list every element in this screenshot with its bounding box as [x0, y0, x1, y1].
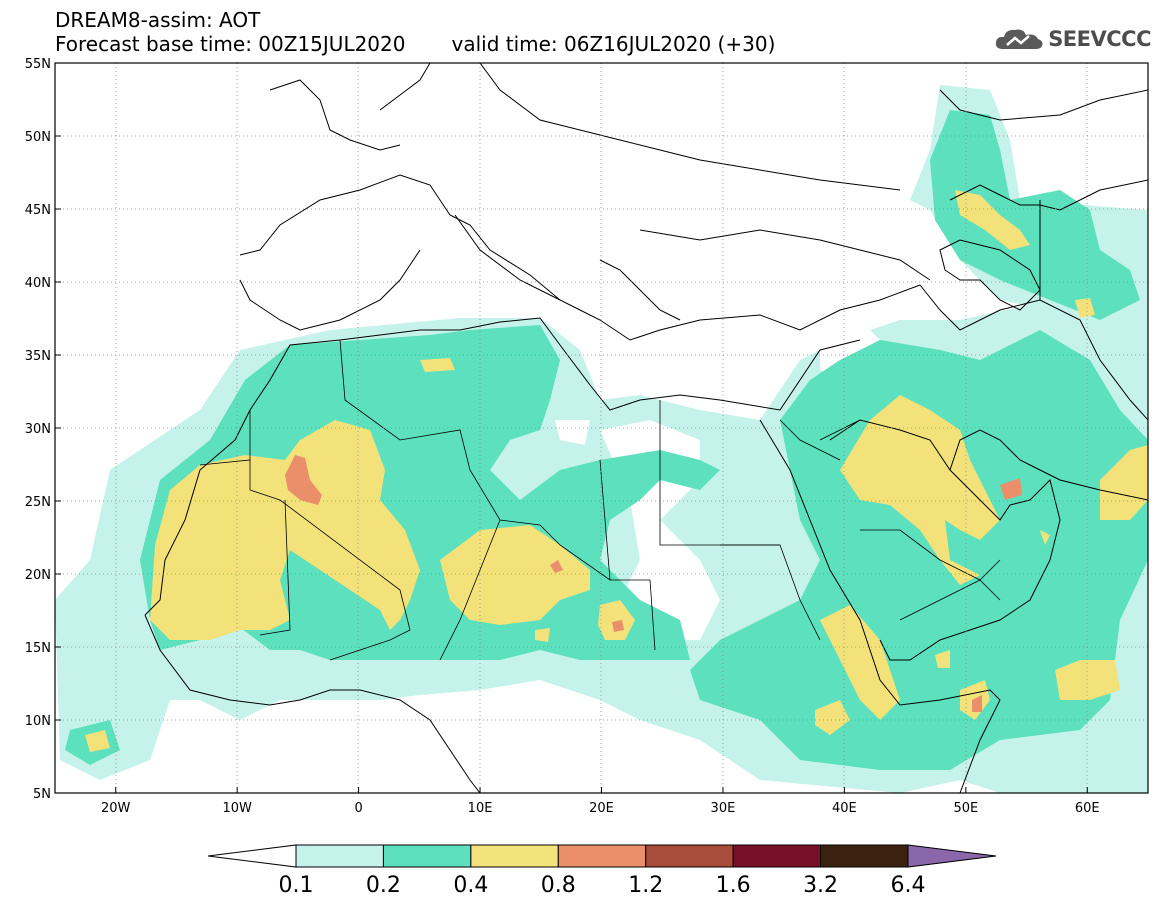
coastlines — [144, 63, 1148, 793]
colorbar-label: 0.8 — [541, 873, 576, 898]
lon-tick-label: 20E — [589, 801, 614, 816]
lat-tick-label: 5N — [33, 787, 51, 802]
colorbar-swatch — [645, 844, 734, 868]
lat-tick-label: 20N — [25, 568, 51, 583]
colorbar-swatch — [557, 844, 647, 868]
forecast-times: Forecast base time: 00Z15JUL2020 valid ti… — [55, 33, 775, 55]
colorbar-label: 1.6 — [716, 873, 751, 898]
base-time: Forecast base time: 00Z15JUL2020 — [55, 32, 406, 56]
colorbar-swatch — [382, 844, 472, 868]
lat-tick-label: 25N — [25, 495, 51, 510]
colorbar-swatch — [820, 844, 909, 868]
aot-level-0.2 — [65, 110, 1148, 770]
country-borders — [199, 339, 1001, 661]
gridlines — [55, 63, 1148, 793]
lat-tick-label: 35N — [25, 349, 51, 364]
colorbar-label: 0.1 — [279, 873, 314, 898]
map-title: DREAM8-assim: AOT — [55, 8, 261, 32]
lat-tick-label: 45N — [25, 203, 51, 218]
lon-tick-label: 60E — [1075, 801, 1100, 816]
lon-tick-label: 30E — [711, 801, 736, 816]
colorbar: 0.1 0.2 0.4 0.8 1.2 1.6 3.2 6.4 — [207, 844, 997, 898]
valid-time: valid time: 06Z16JUL2020 (+30) — [451, 32, 776, 56]
logo: SEEVCCC — [993, 25, 1151, 53]
colorbar-swatch — [732, 844, 822, 868]
lat-tick-label: 10N — [25, 714, 51, 729]
lon-tick-label: 10E — [468, 801, 493, 816]
colorbar-under-arrow — [207, 844, 297, 868]
lon-tick-label: 40E — [832, 801, 857, 816]
longitude-axis: 20W 10W 0 10E 20E 30E 40E 50E 60E — [101, 787, 1100, 816]
lat-tick-label: 30N — [25, 422, 51, 437]
colorbar-label: 0.4 — [453, 873, 488, 898]
lon-tick-label: 20W — [101, 801, 131, 816]
lat-tick-label: 50N — [25, 130, 51, 145]
lon-tick-label: 0 — [354, 801, 362, 816]
lat-tick-label: 15N — [25, 641, 51, 656]
lon-tick-label: 50E — [953, 801, 978, 816]
aot-level-0.4 — [85, 190, 1148, 752]
lat-tick-label: 55N — [25, 57, 51, 72]
aot-level-0.8 — [285, 455, 1022, 712]
lon-tick-label: 10W — [222, 801, 252, 816]
colorbar-swatch — [470, 844, 559, 868]
logo-text: SEEVCCC — [1048, 27, 1151, 51]
colorbar-label: 6.4 — [891, 873, 926, 898]
colorbar-swatch — [295, 844, 384, 868]
aot-field — [55, 85, 1148, 793]
lat-tick-label: 40N — [25, 276, 51, 291]
colorbar-label: 3.2 — [803, 873, 838, 898]
colorbar-over-arrow — [907, 844, 997, 868]
colorbar-label: 1.2 — [628, 873, 663, 898]
colorbar-label: 0.2 — [366, 873, 401, 898]
latitude-axis: 55N 50N 45N 40N 35N 30N 25N 20N 15N 10N 5N — [25, 57, 61, 802]
cloud-logo-icon — [996, 29, 1043, 49]
